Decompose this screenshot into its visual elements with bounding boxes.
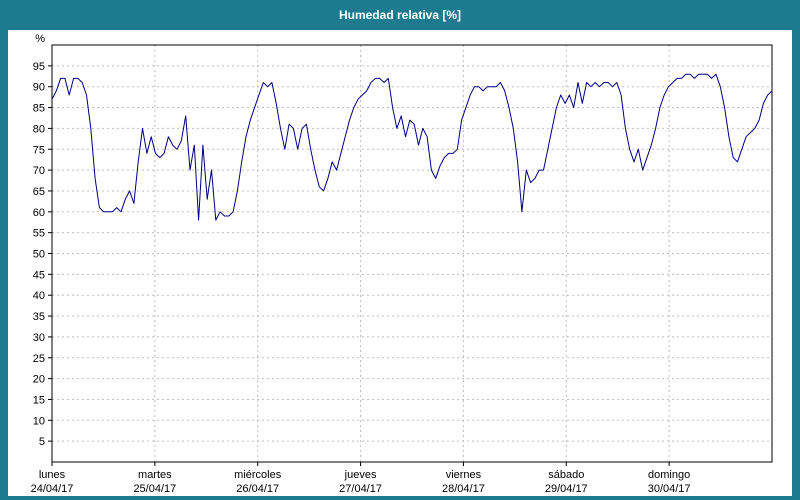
- y-tick-label: 15: [33, 394, 45, 406]
- x-date-label: 25/04/17: [133, 483, 176, 495]
- chart-title: Humedad relativa [%]: [338, 8, 462, 22]
- x-day-label: viernes: [446, 469, 482, 481]
- x-date-label: 28/04/17: [442, 483, 485, 495]
- y-tick-label: 5: [39, 436, 45, 448]
- y-tick-label: 45: [33, 269, 45, 281]
- y-tick-label: 40: [33, 290, 45, 302]
- y-tick-label: 50: [33, 249, 45, 261]
- x-date-label: 29/04/17: [545, 483, 588, 495]
- y-tick-label: 25: [33, 353, 45, 365]
- y-tick-label: 85: [33, 103, 45, 115]
- y-tick-label: 20: [33, 374, 45, 386]
- x-date-label: 30/04/17: [648, 483, 691, 495]
- y-tick-label: 60: [33, 207, 45, 219]
- y-tick-label: 80: [33, 123, 45, 135]
- x-day-label: jueves: [344, 469, 377, 481]
- humidity-chart: 5 10 15 20 25 30 35 40 45 50 55 60 65 70 75 80 85 90 95 lun…: [31, 33, 773, 495]
- x-day-label: sábado: [548, 469, 584, 481]
- y-tick-label: 95: [33, 61, 45, 73]
- y-tick-label: 35: [33, 311, 45, 323]
- x-date-label: 26/04/17: [236, 483, 279, 495]
- x-day-label: miércoles: [234, 469, 282, 481]
- y-tick-label: 70: [33, 165, 45, 177]
- y-tick-label: 10: [33, 415, 45, 427]
- y-tick-label: 65: [33, 186, 45, 198]
- series-line: [51, 73, 773, 221]
- y-tick-label: 30: [33, 332, 45, 344]
- y-tick-label: 75: [33, 144, 45, 156]
- x-date-label: 27/04/17: [339, 483, 382, 495]
- plot-border: [51, 44, 773, 463]
- x-day-label: lunes: [39, 469, 66, 481]
- chart-panel: 5 10 15 20 25 30 35 40 45 50 55 60 65 70 75 80 85 90 95 lun…: [8, 30, 792, 496]
- x-date-label: 24/04/17: [31, 483, 74, 495]
- y-tick-label: 90: [33, 82, 45, 94]
- y-axis-unit-label: %: [35, 33, 45, 45]
- x-day-label: martes: [138, 469, 172, 481]
- y-tick-label: 55: [33, 228, 45, 240]
- x-day-label: domingo: [648, 469, 690, 481]
